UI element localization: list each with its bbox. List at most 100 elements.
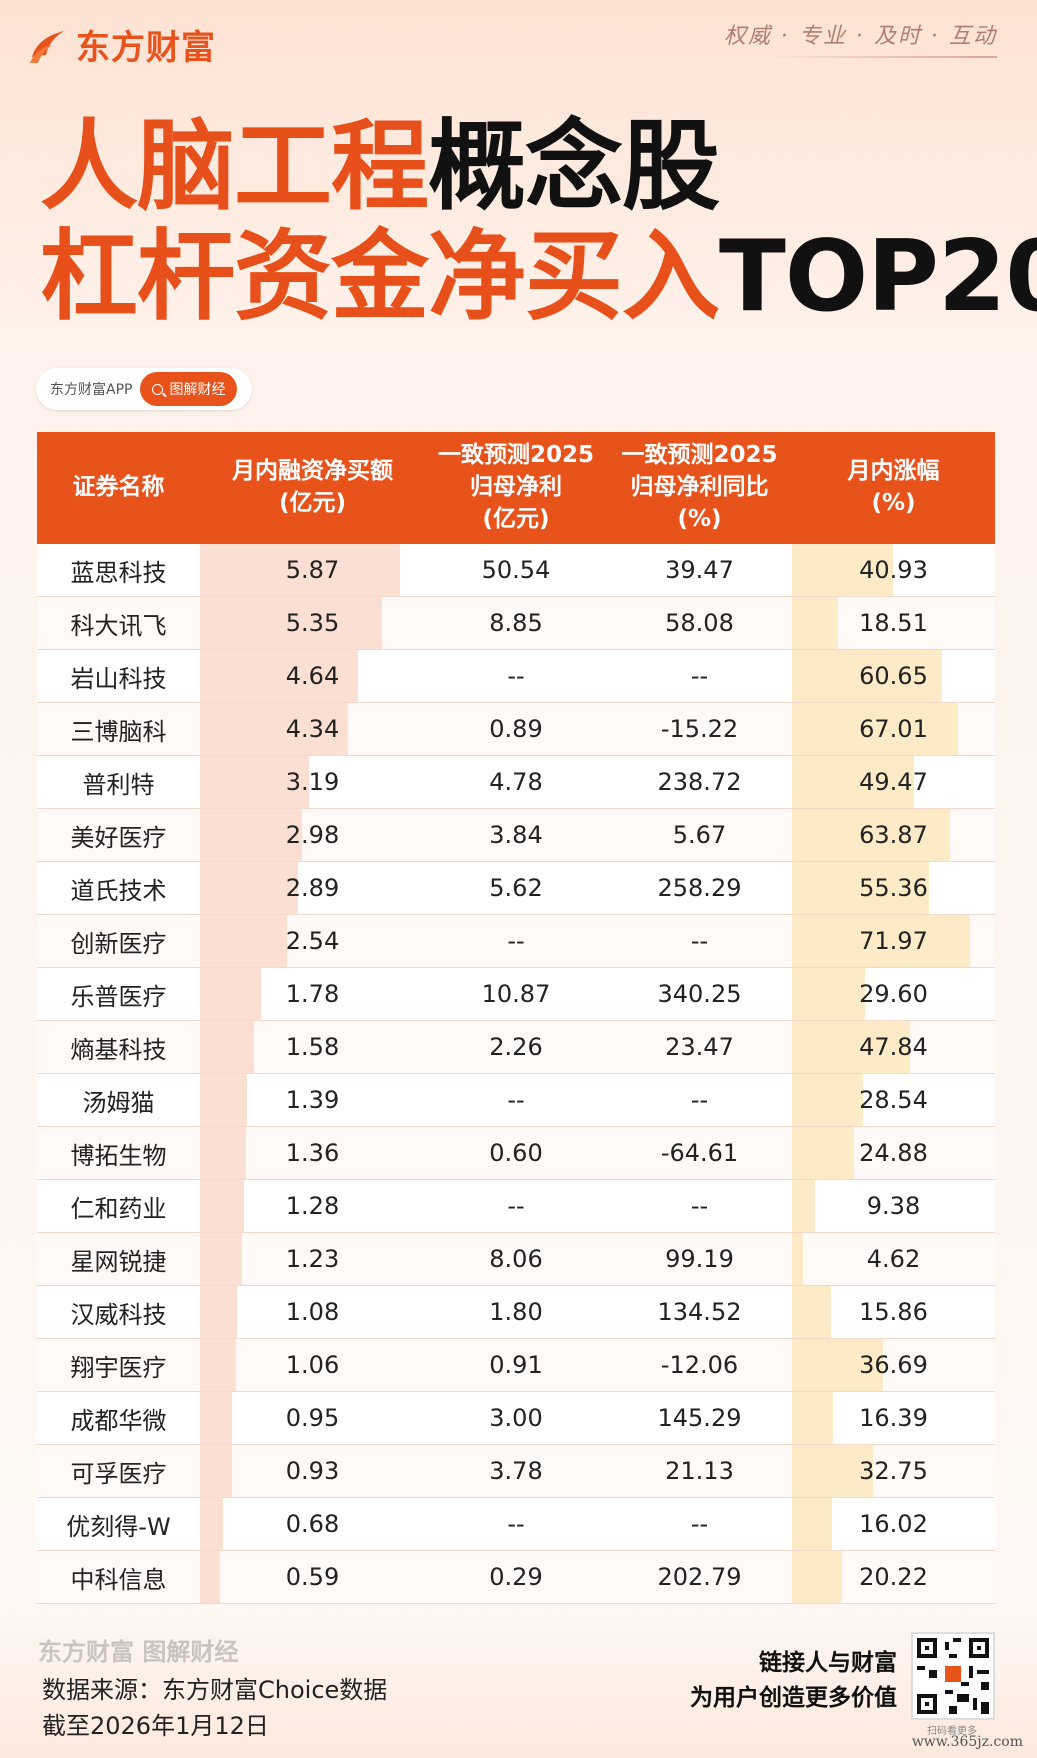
monthly-change-value-cell: 9.38 bbox=[792, 1180, 995, 1232]
forecast-profit-value-cell: 0.89 bbox=[425, 703, 607, 755]
table-row[interactable]: 博拓生物 1.36 0.60 -64.61 24.88 bbox=[37, 1127, 995, 1180]
net-buy-value-cell: 1.78 bbox=[200, 968, 425, 1020]
column-header-line: 一致预测2025 bbox=[621, 442, 778, 469]
forecast-profit-value: 3.78 bbox=[489, 1457, 543, 1485]
net-buy-value-cell: 5.35 bbox=[200, 597, 425, 649]
monthly-change-value-cell: 71.97 bbox=[792, 915, 995, 967]
forecast-profit-value: -- bbox=[507, 1086, 525, 1114]
net-buy-value-cell: 1.08 bbox=[200, 1286, 425, 1338]
stock-name: 普利特 bbox=[82, 770, 155, 799]
monthly-change-value-cell: 55.36 bbox=[792, 862, 995, 914]
net-buy-value: 2.98 bbox=[285, 821, 340, 849]
forecast-profit-value-cell: -- bbox=[425, 1074, 607, 1126]
monthly-change-value-cell: 16.39 bbox=[792, 1392, 995, 1444]
forecast-yoy-value: 145.29 bbox=[657, 1404, 742, 1432]
stock-name: 成都华微 bbox=[70, 1406, 167, 1435]
net-buy-bar bbox=[200, 597, 383, 649]
change-bar bbox=[792, 809, 950, 861]
table-row[interactable]: 成都华微 0.95 3.00 145.29 16.39 bbox=[37, 1392, 995, 1445]
table-row[interactable]: 翔宇医疗 1.06 0.91 -12.06 36.69 bbox=[37, 1339, 995, 1392]
net-buy-value-cell: 2.98 bbox=[200, 809, 425, 861]
forecast-profit-value: 2.26 bbox=[489, 1033, 543, 1061]
title-line-2: 杠杆资金净买入TOP20 bbox=[40, 228, 1037, 326]
column-header-line: 一致预测2025 bbox=[437, 442, 594, 469]
forecast-profit-value-cell: 4.78 bbox=[425, 756, 607, 808]
forecast-profit-value: 0.89 bbox=[489, 715, 543, 743]
data-table: 证券名称 月内融资净买额 (亿元) 一致预测2025 归母净利 (亿元) 一致预测2025 归… bbox=[37, 432, 995, 1604]
table-row[interactable]: 科大讯飞 5.35 8.85 58.08 18.51 bbox=[37, 597, 995, 650]
column-header-line: 归母净利 bbox=[469, 474, 562, 501]
stock-name-cell: 岩山科技 bbox=[37, 650, 200, 702]
source-tag[interactable]: 东方财富APP 图解财经 bbox=[36, 368, 252, 410]
net-buy-value-cell: 0.59 bbox=[200, 1551, 425, 1603]
table-row[interactable]: 可孚医疗 0.93 3.78 21.13 32.75 bbox=[37, 1445, 995, 1498]
net-buy-value: 1.06 bbox=[285, 1351, 340, 1379]
table-row[interactable]: 汉威科技 1.08 1.80 134.52 15.86 bbox=[37, 1286, 995, 1339]
net-buy-value: 5.35 bbox=[285, 609, 340, 637]
column-header-line: 月内涨幅 bbox=[847, 458, 940, 485]
forecast-yoy-value: 5.67 bbox=[672, 821, 727, 849]
change-bar bbox=[792, 862, 929, 914]
title-line-1-highlight: 人脑工程 bbox=[40, 110, 429, 224]
column-header: 月内融资净买额 (亿元) bbox=[200, 432, 425, 544]
change-bar bbox=[792, 968, 866, 1020]
monthly-change-value: 16.02 bbox=[859, 1510, 928, 1538]
table-row[interactable]: 熵基科技 1.58 2.26 23.47 47.84 bbox=[37, 1021, 995, 1074]
column-header: 证券名称 bbox=[37, 432, 200, 544]
net-buy-value-cell: 5.87 bbox=[200, 544, 425, 596]
footer-slogan-line-2: 为用户创造更多价值 bbox=[690, 1684, 897, 1711]
monthly-change-value: 40.93 bbox=[859, 556, 928, 584]
table-row[interactable]: 中科信息 0.59 0.29 202.79 20.22 bbox=[37, 1551, 995, 1604]
table-row[interactable]: 汤姆猫 1.39 -- -- 28.54 bbox=[37, 1074, 995, 1127]
net-buy-value: 1.39 bbox=[285, 1086, 340, 1114]
monthly-change-value-cell: 29.60 bbox=[792, 968, 995, 1020]
column-header-line: 月内融资净买额 bbox=[232, 458, 393, 485]
column-header: 一致预测2025 归母净利 (亿元) bbox=[425, 432, 607, 544]
net-buy-value-cell: 0.68 bbox=[200, 1498, 425, 1550]
forecast-profit-value-cell: 50.54 bbox=[425, 544, 607, 596]
net-buy-value-cell: 0.93 bbox=[200, 1445, 425, 1497]
table-row[interactable]: 乐普医疗 1.78 10.87 340.25 29.60 bbox=[37, 968, 995, 1021]
net-buy-value: 0.59 bbox=[285, 1563, 340, 1591]
net-buy-value-cell: 4.34 bbox=[200, 703, 425, 755]
stock-name-cell: 乐普医疗 bbox=[37, 968, 200, 1020]
change-bar bbox=[792, 703, 958, 755]
forecast-profit-value: 3.00 bbox=[489, 1404, 543, 1432]
brand-logo[interactable]: 东方财富 bbox=[26, 20, 216, 69]
stock-name: 岩山科技 bbox=[70, 664, 167, 693]
forecast-yoy-value-cell: 202.79 bbox=[607, 1551, 792, 1603]
forecast-yoy-value-cell: 99.19 bbox=[607, 1233, 792, 1285]
forecast-profit-value: -- bbox=[507, 927, 525, 955]
table-row[interactable]: 普利特 3.19 4.78 238.72 49.47 bbox=[37, 756, 995, 809]
table-row[interactable]: 道氏技术 2.89 5.62 258.29 55.36 bbox=[37, 862, 995, 915]
category-button[interactable]: 图解财经 bbox=[140, 372, 238, 406]
net-buy-bar bbox=[200, 1180, 244, 1232]
table-row[interactable]: 三博脑科 4.34 0.89 -15.22 67.01 bbox=[37, 703, 995, 756]
table-row[interactable]: 仁和药业 1.28 -- -- 9.38 bbox=[37, 1180, 995, 1233]
stock-name-cell: 美好医疗 bbox=[37, 809, 200, 861]
stock-name: 中科信息 bbox=[70, 1565, 167, 1594]
net-buy-value-cell: 2.54 bbox=[200, 915, 425, 967]
qr-code[interactable] bbox=[911, 1632, 995, 1720]
net-buy-value: 4.64 bbox=[285, 662, 340, 690]
net-buy-value-cell: 1.58 bbox=[200, 1021, 425, 1073]
table-row[interactable]: 蓝思科技 5.87 50.54 39.47 40.93 bbox=[37, 544, 995, 597]
table-row[interactable]: 美好医疗 2.98 3.84 5.67 63.87 bbox=[37, 809, 995, 862]
forecast-yoy-value-cell: -- bbox=[607, 1074, 792, 1126]
stock-name-cell: 翔宇医疗 bbox=[37, 1339, 200, 1391]
table-row[interactable]: 创新医疗 2.54 -- -- 71.97 bbox=[37, 915, 995, 968]
forecast-profit-value: 50.54 bbox=[481, 556, 551, 584]
forecast-yoy-value-cell: -- bbox=[607, 1498, 792, 1550]
table-row[interactable]: 星网锐捷 1.23 8.06 99.19 4.62 bbox=[37, 1233, 995, 1286]
forecast-profit-value-cell: 8.85 bbox=[425, 597, 607, 649]
stock-name-cell: 仁和药业 bbox=[37, 1180, 200, 1232]
monthly-change-value-cell: 36.69 bbox=[792, 1339, 995, 1391]
forecast-profit-value-cell: -- bbox=[425, 1180, 607, 1232]
table-row[interactable]: 优刻得-W 0.68 -- -- 16.02 bbox=[37, 1498, 995, 1551]
table-row[interactable]: 岩山科技 4.64 -- -- 60.65 bbox=[37, 650, 995, 703]
stock-name: 星网锐捷 bbox=[70, 1247, 167, 1276]
monthly-change-value: 60.65 bbox=[859, 662, 928, 690]
stock-name-cell: 优刻得-W bbox=[37, 1498, 200, 1550]
stock-name: 熵基科技 bbox=[70, 1035, 167, 1064]
stock-name: 三博脑科 bbox=[70, 717, 167, 746]
